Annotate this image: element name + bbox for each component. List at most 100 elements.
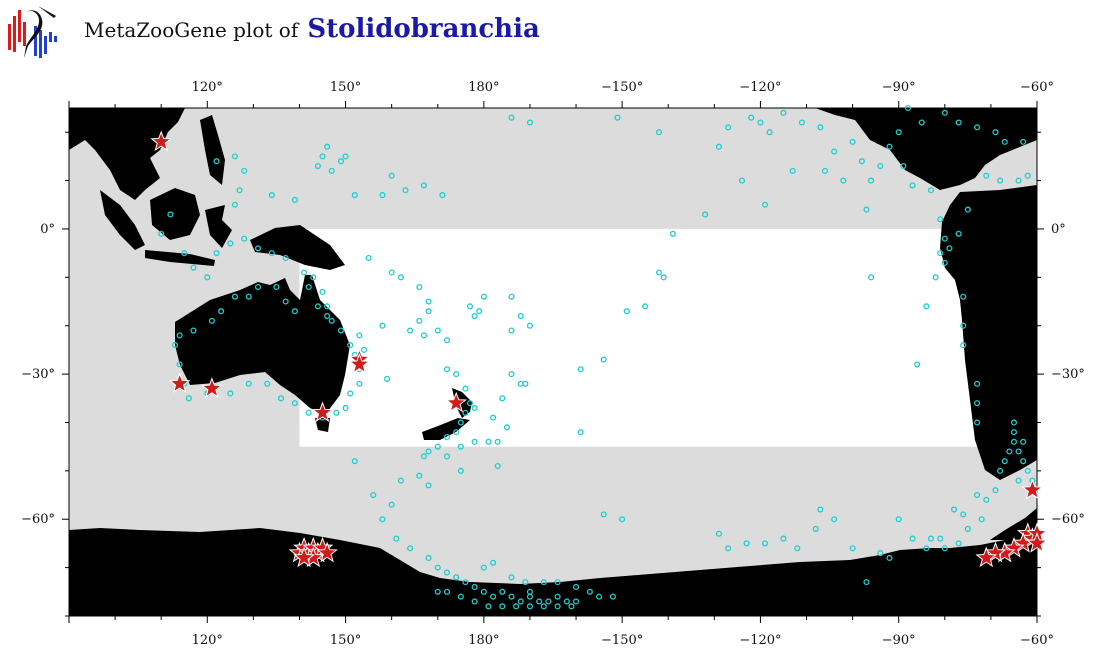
sample-point (941, 545, 948, 552)
lon-tick-label-top: 150° (330, 80, 361, 95)
land-philippines (200, 115, 225, 185)
sample-point (365, 254, 372, 262)
sample-point (443, 588, 451, 595)
sample-point (480, 293, 487, 300)
sample-point (863, 579, 870, 586)
sample-point (974, 124, 981, 131)
sample-point (900, 163, 907, 170)
sample-point (268, 250, 275, 257)
sample-point (596, 593, 603, 600)
sample-point (388, 269, 395, 276)
sample-point (1024, 467, 1031, 474)
sample-point (974, 400, 981, 407)
sample-point (886, 143, 893, 150)
sample-point (909, 535, 916, 542)
sample-point (508, 327, 515, 334)
sample-point (328, 317, 335, 324)
sample-point (960, 511, 967, 518)
sample-points (158, 104, 1036, 610)
sample-point (517, 312, 524, 320)
sample-point (508, 593, 515, 600)
sample-point (1020, 138, 1027, 145)
sample-point (766, 129, 773, 136)
sample-point (1010, 419, 1018, 426)
sample-point (554, 603, 561, 610)
sample-point (291, 308, 298, 315)
sample-point (384, 375, 391, 382)
record-star (311, 401, 334, 423)
sample-point (563, 598, 570, 605)
sample-point (328, 167, 335, 174)
sample-point (231, 153, 238, 160)
sample-point (245, 380, 252, 387)
sample-point (831, 148, 838, 155)
sample-point (268, 192, 275, 199)
sample-point (868, 274, 875, 281)
sample-point (536, 598, 543, 605)
lat-tick-label-left: −60° (21, 512, 55, 527)
sample-point (904, 104, 911, 112)
lon-tick-label-bottom: −150° (601, 633, 643, 648)
sample-point (494, 438, 501, 445)
sample-point (725, 545, 732, 552)
sample-point (517, 598, 524, 605)
sample-point (992, 487, 999, 494)
sample-point (660, 274, 667, 281)
sample-point (443, 433, 451, 441)
record-star (348, 352, 371, 374)
sample-point (918, 119, 925, 126)
sample-point (554, 579, 561, 586)
sample-point (213, 158, 220, 165)
logo-bars-blue (34, 26, 57, 58)
sample-point (868, 177, 875, 184)
sample-point (324, 312, 331, 320)
sample-point (895, 129, 902, 136)
sample-point (471, 404, 478, 412)
sample-point (356, 332, 363, 339)
lon-tick-label-bottom: 180° (468, 633, 499, 648)
sample-point (927, 187, 935, 194)
sample-point (1010, 429, 1018, 436)
lon-tick-label-bottom: −90° (882, 633, 916, 648)
sample-point (254, 283, 262, 291)
sample-point (619, 516, 626, 523)
sample-point (494, 462, 501, 470)
sample-point (218, 308, 225, 315)
sample-point (490, 559, 497, 566)
record-star (150, 130, 173, 152)
logo-bars-red (8, 10, 26, 52)
lon-tick-label-bottom: −60° (1020, 633, 1054, 648)
sample-point (457, 419, 464, 426)
sample-point (821, 167, 829, 174)
sample-point (434, 588, 441, 595)
sample-point (453, 429, 460, 436)
sample-point (923, 303, 930, 310)
lat-tick-label-left: −30° (21, 367, 55, 382)
sample-point (974, 491, 981, 499)
sample-point (964, 206, 971, 213)
land-tasmania (315, 418, 330, 432)
sample-point (960, 293, 967, 300)
sample-point (291, 196, 298, 203)
sample-point (466, 400, 474, 407)
lon-tick-label-top: −90° (882, 80, 916, 95)
map-frame (68, 107, 1038, 617)
sample-point (231, 201, 238, 208)
sample-point (351, 458, 358, 465)
sample-point (171, 342, 179, 349)
lon-tick-label-bottom: −120° (739, 633, 781, 648)
land-sulawesi (205, 205, 232, 248)
sample-point (388, 501, 395, 508)
sample-point (1010, 438, 1018, 445)
sample-point (955, 119, 962, 126)
axis-ticks (62, 101, 1044, 623)
sample-point (849, 138, 856, 145)
sample-point (273, 283, 280, 291)
sample-point (609, 593, 616, 600)
sample-point (167, 211, 174, 218)
sample-point (1001, 458, 1008, 465)
sample-point (1015, 477, 1022, 484)
sample-point (503, 424, 510, 431)
sample-point (960, 342, 967, 349)
